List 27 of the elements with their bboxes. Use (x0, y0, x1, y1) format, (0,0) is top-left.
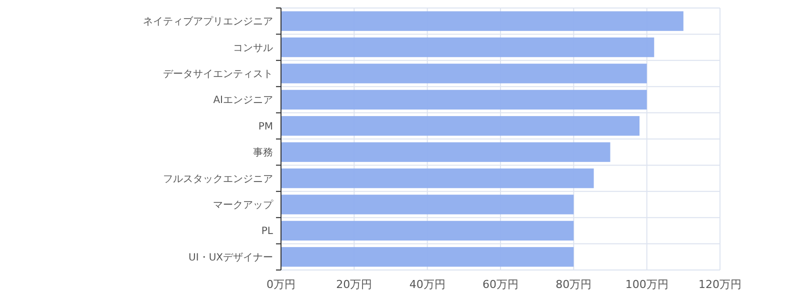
x-tick-label: 20万円 (336, 278, 372, 291)
bar (281, 194, 574, 214)
bar (281, 90, 647, 110)
y-tick-label: データサイエンティスト (163, 69, 273, 80)
bar (281, 37, 654, 58)
y-tick-label: PM (258, 121, 273, 132)
bar (281, 247, 574, 267)
bar (281, 116, 640, 136)
x-tick-label: 0万円 (266, 278, 296, 291)
x-tick-label: 100万円 (625, 278, 668, 291)
bar (281, 220, 574, 241)
y-tick-label: PL (261, 226, 274, 238)
y-tick-label: コンサル (233, 42, 273, 54)
bar (281, 168, 594, 188)
y-tick-label: フルスタックエンジニア (163, 174, 273, 185)
y-tick-label: ネイティブアプリエンジニア (143, 16, 273, 28)
x-tick-label: 120万円 (698, 278, 742, 291)
y-tick-label: UI・UXデザイナー (188, 252, 273, 264)
y-tick-label: マークアップ (213, 199, 274, 211)
x-tick-label: 60万円 (482, 278, 518, 291)
x-tick-label: 80万円 (556, 278, 592, 291)
x-tick-label: 40万円 (409, 278, 446, 291)
bar (281, 142, 610, 162)
y-tick-label: AIエンジニア (213, 95, 273, 106)
y-tick-label: 事務 (253, 146, 273, 159)
bar (281, 64, 647, 84)
bar (281, 11, 684, 31)
